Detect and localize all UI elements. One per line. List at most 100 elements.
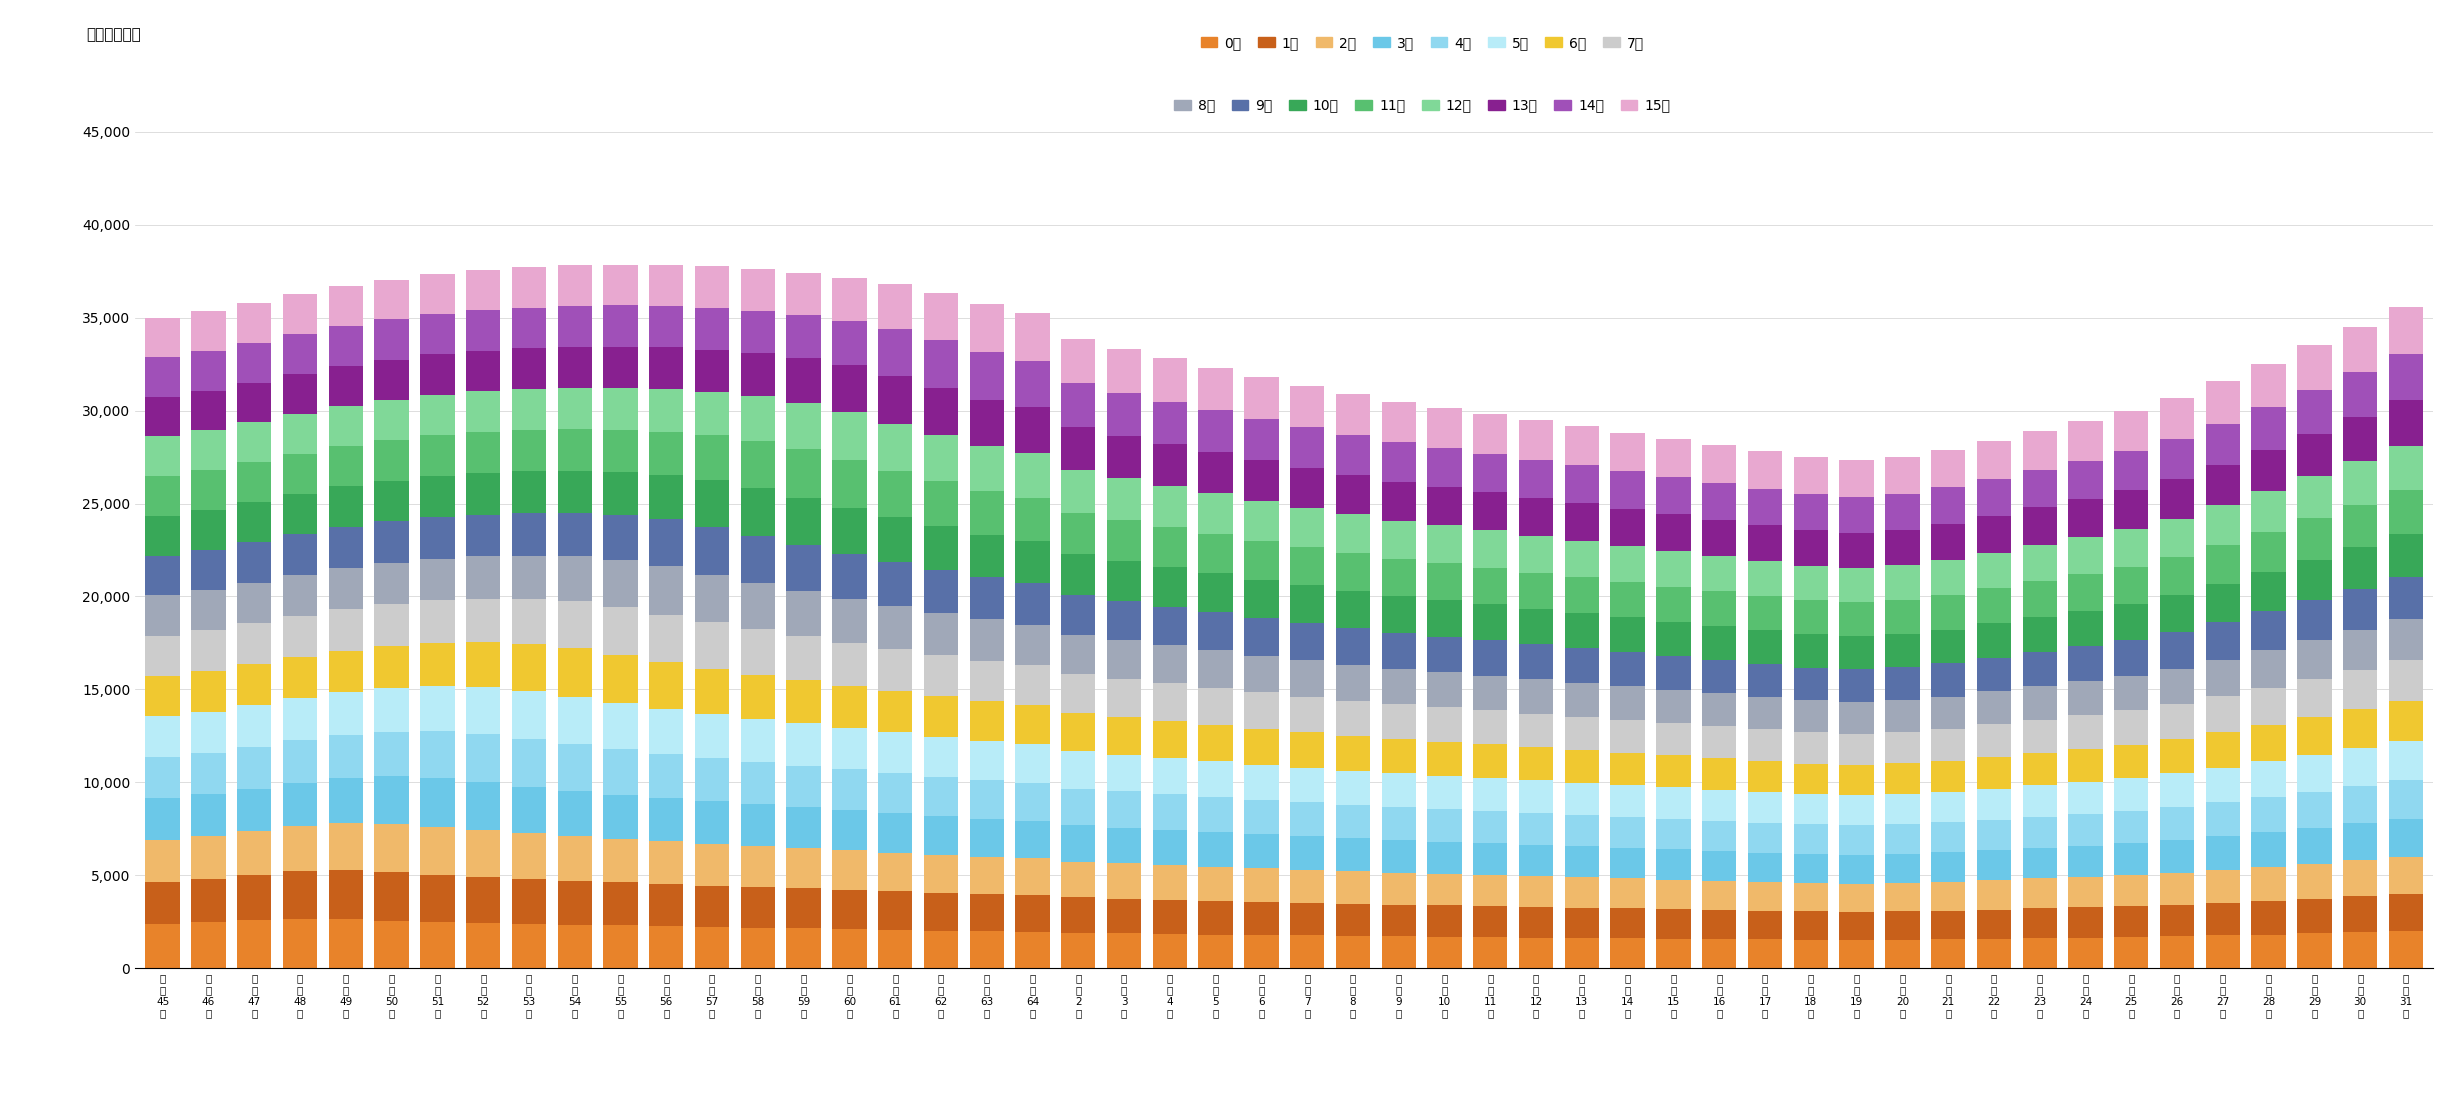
Bar — [787, 592, 821, 637]
Bar — [924, 293, 959, 340]
Bar — [283, 740, 317, 783]
Bar — [192, 590, 226, 630]
Bar — [696, 927, 730, 968]
Bar — [1932, 524, 1966, 560]
Bar — [2342, 629, 2377, 670]
Bar — [1062, 933, 1096, 968]
Bar — [2342, 824, 2377, 860]
Bar — [1381, 559, 1416, 596]
Bar — [374, 777, 408, 824]
Bar — [740, 804, 774, 846]
Bar — [1885, 883, 1920, 912]
Bar — [329, 735, 364, 778]
Bar — [787, 544, 821, 592]
Bar — [1290, 468, 1325, 508]
Bar — [1976, 588, 2011, 624]
Bar — [1566, 782, 1600, 815]
Bar — [1701, 556, 1735, 592]
Bar — [1610, 719, 1644, 752]
Bar — [1153, 566, 1187, 606]
Bar — [2205, 584, 2239, 623]
Bar — [511, 556, 546, 598]
Bar — [420, 559, 455, 601]
Bar — [1976, 910, 2011, 938]
Bar — [1381, 739, 1416, 773]
Bar — [878, 424, 912, 471]
Bar — [1015, 705, 1050, 745]
Bar — [740, 927, 774, 968]
Bar — [511, 879, 546, 924]
Bar — [2298, 828, 2333, 864]
Bar — [602, 388, 637, 430]
Bar — [1657, 818, 1691, 849]
Bar — [787, 766, 821, 807]
Bar — [1153, 486, 1187, 527]
Bar — [2161, 480, 2195, 519]
Bar — [467, 877, 501, 923]
Bar — [2205, 660, 2239, 696]
Bar — [1748, 561, 1782, 596]
Bar — [1290, 547, 1325, 585]
Bar — [878, 375, 912, 424]
Bar — [1657, 514, 1691, 551]
Bar — [558, 557, 592, 602]
Bar — [2252, 572, 2286, 612]
Bar — [1657, 439, 1691, 477]
Bar — [1200, 901, 1234, 935]
Bar — [1153, 829, 1187, 865]
Bar — [1200, 452, 1234, 494]
Bar — [1519, 747, 1553, 780]
Bar — [1015, 407, 1050, 453]
Bar — [558, 388, 592, 429]
Bar — [1381, 872, 1416, 904]
Bar — [1244, 729, 1278, 764]
Bar — [740, 583, 774, 629]
Bar — [511, 348, 546, 389]
Bar — [1200, 367, 1234, 410]
Bar — [2114, 411, 2148, 451]
Bar — [1290, 696, 1325, 733]
Bar — [968, 932, 1003, 968]
Bar — [2067, 610, 2102, 646]
Bar — [2161, 807, 2195, 840]
Bar — [374, 604, 408, 646]
Bar — [602, 430, 637, 472]
Bar — [2023, 785, 2057, 817]
Bar — [420, 922, 455, 968]
Bar — [1566, 578, 1600, 613]
Bar — [420, 517, 455, 559]
Bar — [924, 696, 959, 737]
Bar — [329, 326, 364, 366]
Bar — [1610, 617, 1644, 652]
Bar — [1106, 349, 1141, 393]
Bar — [1610, 938, 1644, 968]
Bar — [236, 462, 270, 503]
Bar — [558, 881, 592, 924]
Bar — [602, 749, 637, 794]
Bar — [192, 630, 226, 671]
Bar — [1839, 883, 1873, 912]
Bar — [2067, 846, 2102, 877]
Bar — [1748, 596, 1782, 630]
Bar — [1472, 414, 1507, 453]
Bar — [1335, 515, 1369, 553]
Bar — [833, 320, 868, 365]
Bar — [467, 557, 501, 598]
Bar — [1657, 551, 1691, 586]
Bar — [924, 737, 959, 777]
Bar — [2161, 872, 2195, 904]
Bar — [1794, 824, 1829, 854]
Bar — [649, 566, 683, 615]
Bar — [1428, 905, 1463, 937]
Bar — [1015, 895, 1050, 932]
Bar — [787, 403, 821, 450]
Bar — [1610, 816, 1644, 848]
Bar — [1428, 873, 1463, 905]
Bar — [1200, 832, 1234, 867]
Bar — [1932, 852, 1966, 882]
Bar — [1472, 568, 1507, 604]
Bar — [1932, 595, 1966, 629]
Bar — [145, 881, 179, 924]
Bar — [329, 406, 364, 446]
Bar — [1153, 900, 1187, 934]
